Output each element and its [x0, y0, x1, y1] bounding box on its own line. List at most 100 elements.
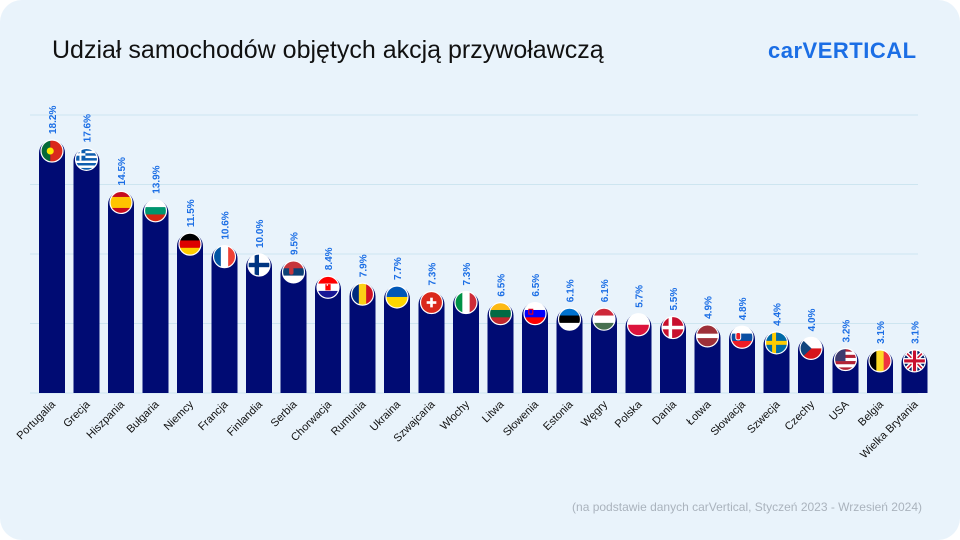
category-label: Łotwa — [684, 398, 714, 428]
czechia-flag-icon — [799, 336, 823, 360]
slovakia-flag-icon — [730, 325, 754, 349]
lithuania-flag-icon — [488, 302, 513, 326]
value-label: 7.9% — [359, 254, 370, 277]
bar — [384, 285, 410, 393]
bulgaria-flag-icon — [143, 199, 168, 223]
category-label: Grecja — [61, 398, 93, 430]
category-label: Serbia — [269, 398, 301, 430]
bar-group: 9.5% Serbia — [269, 232, 307, 430]
value-label: 3.2% — [842, 320, 853, 343]
category-label: Węgry — [579, 398, 610, 429]
category-label: Litwa — [480, 398, 507, 425]
category-label: Hiszpania — [84, 398, 127, 441]
value-label: 6.1% — [600, 279, 611, 302]
category-label: Polska — [613, 398, 645, 430]
category-label: Czechy — [783, 398, 818, 433]
category-label: Niemcy — [162, 398, 197, 433]
portugal-flag-icon — [40, 139, 64, 163]
bar-group: 3.1% Belgia — [856, 321, 893, 429]
bar — [280, 260, 307, 393]
estonia-flag-icon — [557, 307, 582, 331]
value-label: 7.3% — [462, 263, 473, 286]
bar-group: 5.5% Dania — [650, 288, 686, 427]
serbia-flag-icon — [281, 260, 306, 284]
finland-flag-icon — [247, 253, 271, 277]
category-label: Włochy — [438, 398, 472, 432]
value-label: 11.5% — [186, 199, 197, 227]
value-label: 13.9% — [152, 165, 163, 193]
category-label: Belgia — [856, 398, 887, 429]
value-label: 4.9% — [704, 296, 715, 319]
bar-group: 4.9% Łotwa — [684, 296, 721, 428]
value-label: 18.2% — [48, 106, 59, 134]
value-label: 3.1% — [876, 321, 887, 344]
value-label: 7.3% — [428, 263, 439, 286]
bar-group: 3.2% USA — [827, 320, 859, 423]
chart-title: Udział samochodów objętych akcją przywoł… — [52, 36, 604, 64]
france-flag-icon — [212, 245, 237, 269]
bar — [246, 254, 272, 393]
value-label: 9.5% — [290, 232, 301, 255]
value-label: 10.6% — [221, 211, 232, 239]
category-label: Portugalia — [15, 398, 59, 442]
value-label: 17.6% — [83, 114, 94, 142]
sweden-flag-icon — [764, 331, 789, 355]
value-label: 5.5% — [669, 288, 680, 311]
bar-group: 18.2% Portugalia — [15, 106, 65, 442]
bar — [453, 291, 479, 393]
value-label: 4.4% — [773, 303, 784, 326]
uk-flag-icon — [902, 349, 927, 373]
bar — [349, 283, 376, 393]
value-label: 14.5% — [117, 157, 128, 185]
ukraine-flag-icon — [385, 285, 409, 309]
latvia-flag-icon — [695, 324, 720, 348]
bar — [211, 245, 238, 393]
belgium-flag-icon — [868, 349, 892, 373]
bar — [315, 276, 341, 393]
bar — [591, 308, 617, 393]
bar — [177, 233, 203, 393]
croatia-flag-icon — [316, 275, 340, 299]
spain-flag-icon — [109, 190, 133, 215]
category-label: Bułgaria — [125, 398, 163, 436]
greece-flag-icon — [74, 147, 99, 171]
bar — [108, 191, 134, 393]
bar — [418, 291, 445, 393]
category-label: Dania — [650, 398, 679, 427]
category-label: Finlandia — [225, 398, 266, 439]
usa-flag-icon — [833, 347, 858, 372]
bar — [39, 140, 65, 393]
hungary-flag-icon — [592, 307, 616, 331]
value-label: 8.4% — [324, 247, 335, 270]
switzerland-flag-icon — [419, 290, 444, 315]
poland-flag-icon — [626, 313, 651, 337]
value-label: 5.7% — [635, 285, 646, 308]
value-label: 6.5% — [531, 274, 542, 297]
bar — [522, 302, 548, 393]
romania-flag-icon — [350, 282, 375, 306]
category-label: Słowenia — [501, 398, 542, 439]
brand-logo: carVERTICAL — [768, 38, 917, 63]
category-label: Estonia — [541, 398, 576, 433]
source-note: (na podstawie danych carVertical, Stycze… — [572, 500, 922, 514]
value-label: 4.0% — [807, 308, 818, 331]
value-label: 6.1% — [566, 279, 577, 302]
slovenia-flag-icon — [523, 302, 547, 326]
germany-flag-icon — [178, 232, 202, 256]
bar-group: 17.6% Grecja — [61, 114, 100, 430]
category-label: Rumunia — [329, 398, 369, 438]
bar — [487, 302, 514, 393]
bar — [73, 148, 100, 393]
italy-flag-icon — [454, 290, 478, 315]
category-label: Słowacja — [709, 398, 749, 438]
bar — [556, 308, 583, 393]
bar-group: 5.7% Polska — [613, 285, 652, 430]
value-label: 7.7% — [393, 257, 404, 280]
value-label: 6.5% — [497, 274, 508, 297]
category-label: Francja — [196, 398, 231, 433]
bar-group: 6.1% Węgry — [579, 279, 617, 430]
bar-group: 6.5% Litwa — [480, 274, 514, 425]
value-label: 10.0% — [255, 220, 266, 248]
